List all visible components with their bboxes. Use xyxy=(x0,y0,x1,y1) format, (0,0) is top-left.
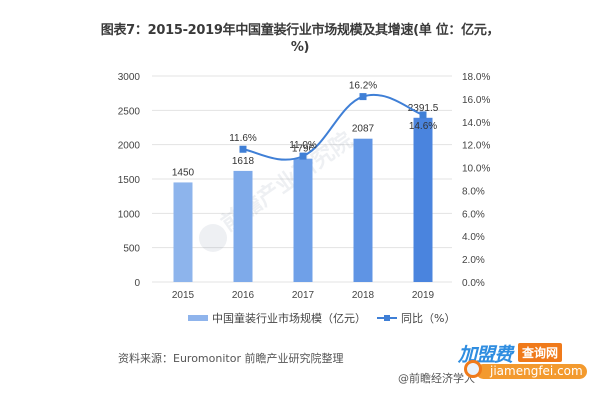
svg-text:2018: 2018 xyxy=(352,290,375,301)
svg-text:14.0%: 14.0% xyxy=(462,118,490,129)
svg-text:2.0%: 2.0% xyxy=(462,255,485,266)
svg-text:6.0%: 6.0% xyxy=(462,209,485,220)
svg-text:1000: 1000 xyxy=(118,209,141,220)
svg-text:16.2%: 16.2% xyxy=(349,81,377,92)
line-series xyxy=(239,93,427,161)
legend-item-yoy: 同比（%） xyxy=(377,310,455,326)
svg-text:12.0%: 12.0% xyxy=(462,141,490,152)
legend-label: 同比（%） xyxy=(401,312,456,325)
bar-value-labels: 1450 1618 1796 2087 2391.5 xyxy=(172,103,439,179)
brand-url: jiamengfei.com xyxy=(476,364,587,379)
svg-text:18.0%: 18.0% xyxy=(462,72,490,83)
svg-text:16.0%: 16.0% xyxy=(462,95,490,106)
legend-item-market-size: 中国童装行业市场规模（亿元） xyxy=(188,310,366,326)
svg-text:1618: 1618 xyxy=(232,156,255,167)
svg-text:2015: 2015 xyxy=(172,290,195,301)
svg-text:3000: 3000 xyxy=(118,72,141,83)
svg-text:2500: 2500 xyxy=(118,106,141,117)
svg-text:2087: 2087 xyxy=(352,124,375,135)
svg-text:8.0%: 8.0% xyxy=(462,186,485,197)
svg-text:2000: 2000 xyxy=(118,141,141,152)
svg-text:0.0%: 0.0% xyxy=(462,278,485,289)
brand-tag: 查询网 xyxy=(518,343,563,362)
bar-series xyxy=(173,117,433,283)
svg-text:4.0%: 4.0% xyxy=(462,232,485,243)
svg-text:2017: 2017 xyxy=(292,290,315,301)
credit-text: @前瞻经济学人 xyxy=(398,372,475,385)
x-axis-ticks: 2015 2016 2017 2018 2019 xyxy=(172,290,435,301)
svg-text:0: 0 xyxy=(134,278,140,289)
svg-text:11.6%: 11.6% xyxy=(229,133,257,144)
svg-text:11.0%: 11.0% xyxy=(289,140,317,151)
svg-text:2016: 2016 xyxy=(232,290,255,301)
svg-text:10.0%: 10.0% xyxy=(462,164,490,175)
line-value-labels: 11.6% 11.0% 16.2% 14.6% xyxy=(229,81,437,152)
source-note: 资料来源：Euromonitor 前瞻产业研究院整理 xyxy=(118,352,344,365)
right-axis-ticks: 0.0% 2.0% 4.0% 6.0% 8.0% 10.0% 12.0% 14.0% 16.0%… xyxy=(462,72,490,289)
svg-text:1500: 1500 xyxy=(118,175,141,186)
chart-title: 图表7：2015-2019年中国童装行业市场规模及其增速(单 位：亿元，%) xyxy=(100,23,500,55)
svg-text:2391.5: 2391.5 xyxy=(408,103,439,114)
jiamengfei-watermark: 加盟费 查询网 jiamengfei.com xyxy=(458,340,588,382)
legend-label: 中国童装行业市场规模（亿元） xyxy=(212,312,366,325)
svg-text:14.6%: 14.6% xyxy=(409,121,437,132)
svg-text:1796: 1796 xyxy=(292,144,315,155)
svg-text:500: 500 xyxy=(123,244,140,255)
bar-swatch-icon xyxy=(188,315,208,321)
svg-text:1450: 1450 xyxy=(172,167,195,178)
magnifier-icon xyxy=(464,360,482,378)
line-marker-icon xyxy=(377,314,397,322)
svg-text:2019: 2019 xyxy=(412,290,435,301)
left-axis-ticks: 0 500 1000 1500 2000 2500 3000 xyxy=(118,72,141,289)
gridlines xyxy=(152,75,452,283)
watermark-logo: 前瞻产业研究院 xyxy=(199,127,357,252)
